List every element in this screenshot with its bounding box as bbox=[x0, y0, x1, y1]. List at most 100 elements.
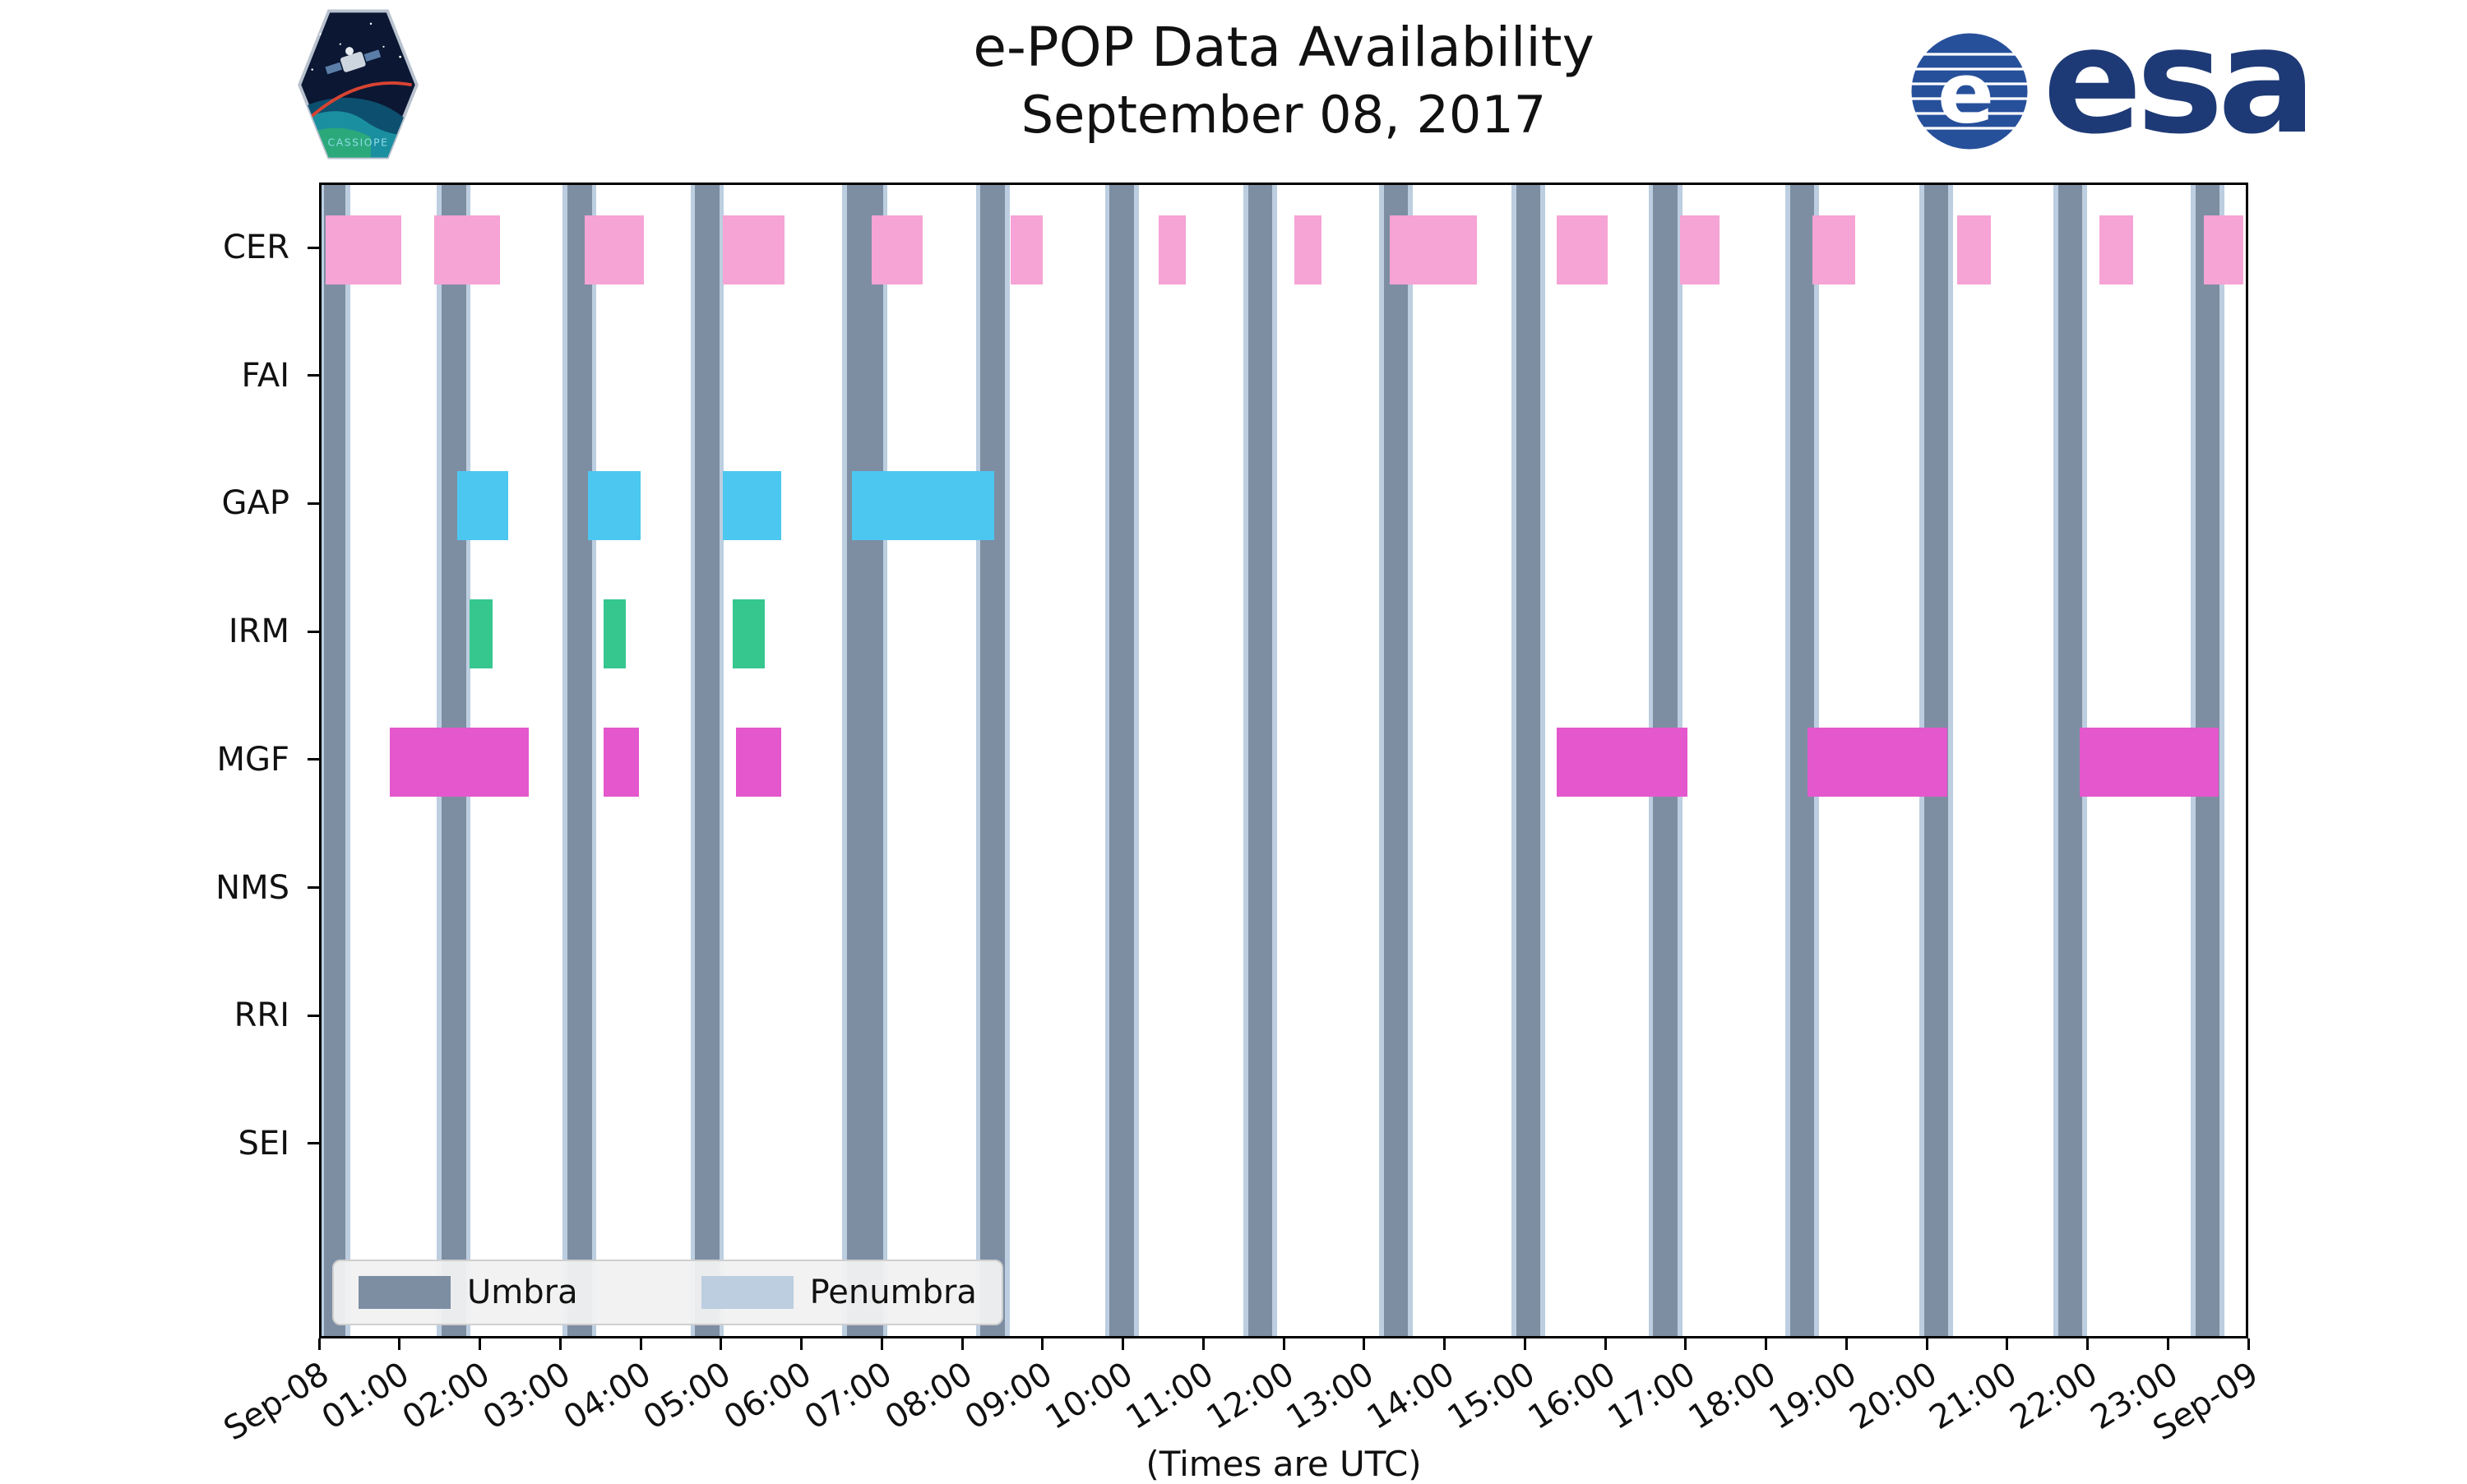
x-tick-mark bbox=[880, 1338, 883, 1350]
y-tick-mark bbox=[308, 758, 319, 761]
availability-bar-cer bbox=[1557, 215, 1608, 284]
x-tick-mark bbox=[479, 1338, 481, 1350]
availability-bar-gap bbox=[456, 471, 509, 541]
esa-wordmark: esa bbox=[2043, 0, 2317, 166]
esa-logo: e esa bbox=[1908, 8, 2317, 164]
availability-bar-gap bbox=[723, 471, 781, 541]
x-axis-label: 22:00 bbox=[2003, 1355, 2104, 1438]
umbra-band bbox=[2057, 185, 2083, 1336]
x-tick-mark bbox=[1604, 1338, 1607, 1350]
x-axis-label: 09:00 bbox=[958, 1355, 1060, 1438]
x-tick-mark bbox=[1282, 1338, 1285, 1350]
y-tick-mark bbox=[308, 630, 319, 633]
x-axis-label: 04:00 bbox=[557, 1355, 658, 1438]
y-tick-mark bbox=[308, 886, 319, 889]
x-tick-mark bbox=[1684, 1338, 1687, 1350]
legend-item-umbra: Umbra bbox=[359, 1274, 578, 1311]
umbra-band bbox=[1516, 185, 1540, 1336]
availability-bar-irm bbox=[604, 599, 627, 669]
y-axis-label-rri: RRI bbox=[234, 996, 289, 1035]
x-axis-label: 17:00 bbox=[1601, 1355, 1703, 1438]
availability-bar-mgf bbox=[1557, 727, 1688, 797]
x-tick-mark bbox=[2166, 1338, 2169, 1350]
y-axis-label-nms: NMS bbox=[215, 868, 289, 907]
x-tick-mark bbox=[1925, 1338, 1928, 1350]
availability-bar-cer bbox=[1679, 215, 1720, 284]
x-axis-label: 14:00 bbox=[1360, 1355, 1461, 1438]
x-tick-mark bbox=[317, 1338, 321, 1350]
availability-bar-mgf bbox=[2080, 727, 2219, 797]
availability-bar-cer bbox=[2099, 215, 2134, 284]
umbra-band bbox=[567, 185, 592, 1336]
x-axis-label: 01:00 bbox=[315, 1355, 417, 1438]
availability-bar-cer bbox=[1294, 215, 1321, 284]
title-block: e-POP Data Availability September 08, 20… bbox=[319, 13, 2248, 148]
x-tick-mark bbox=[1201, 1338, 1205, 1350]
x-axis-label: 13:00 bbox=[1280, 1355, 1382, 1438]
x-tick-mark bbox=[720, 1338, 723, 1350]
legend-label: Umbra bbox=[467, 1274, 578, 1311]
y-tick-mark bbox=[308, 374, 319, 377]
x-tick-mark bbox=[558, 1338, 562, 1350]
legend-swatch bbox=[701, 1276, 794, 1309]
y-axis-label-irm: IRM bbox=[228, 613, 289, 651]
svg-text:e: e bbox=[1937, 45, 1994, 143]
x-tick-mark bbox=[398, 1338, 401, 1350]
availability-bar-cer bbox=[325, 215, 402, 284]
x-tick-mark bbox=[2086, 1338, 2089, 1350]
x-axis-label: 18:00 bbox=[1682, 1355, 1783, 1438]
x-axis-label: 06:00 bbox=[717, 1355, 818, 1438]
x-tick-mark bbox=[2006, 1338, 2009, 1350]
y-tick-mark bbox=[308, 1014, 319, 1017]
availability-bar-cer bbox=[1158, 215, 1187, 284]
availability-bar-cer bbox=[871, 215, 923, 284]
orbit-arc bbox=[308, 81, 412, 120]
x-tick-mark bbox=[800, 1338, 803, 1350]
y-tick-mark bbox=[308, 502, 319, 505]
availability-bar-irm bbox=[470, 599, 493, 669]
availability-bar-cer bbox=[1389, 215, 1477, 284]
y-axis-label-mgf: MGF bbox=[216, 740, 289, 779]
legend: Umbra Penumbra bbox=[332, 1260, 1003, 1325]
availability-bar-mgf bbox=[604, 727, 640, 797]
x-tick-mark bbox=[1363, 1338, 1366, 1350]
availability-bar-cer bbox=[1010, 215, 1043, 284]
y-axis-label-gap: GAP bbox=[221, 484, 289, 523]
availability-bar-cer bbox=[433, 215, 501, 284]
availability-bar-gap bbox=[852, 471, 994, 541]
umbra-band bbox=[695, 185, 720, 1336]
cassiope-patch-icon: CASSIOPE bbox=[298, 9, 419, 159]
x-tick-mark bbox=[1041, 1338, 1044, 1350]
umbra-band bbox=[1248, 185, 1273, 1336]
umbra-band bbox=[1383, 185, 1409, 1336]
y-axis-label-fai: FAI bbox=[241, 356, 290, 395]
x-axis-label: 15:00 bbox=[1441, 1355, 1542, 1438]
x-tick-mark bbox=[960, 1338, 964, 1350]
x-axis-label: 10:00 bbox=[1039, 1355, 1140, 1438]
umbra-band bbox=[1109, 185, 1134, 1336]
chart-subtitle: September 08, 2017 bbox=[1021, 85, 1547, 146]
cassiope-patch-text: CASSIOPE bbox=[328, 136, 389, 149]
x-axis-label: 19:00 bbox=[1762, 1355, 1863, 1438]
x-axis-label: 07:00 bbox=[798, 1355, 899, 1438]
x-axis-label: Sep-08 bbox=[217, 1355, 336, 1449]
umbra-band bbox=[980, 185, 1005, 1336]
x-axis-label: 20:00 bbox=[1843, 1355, 1944, 1438]
legend-swatch bbox=[359, 1276, 451, 1309]
x-axis-label: 12:00 bbox=[1200, 1355, 1301, 1438]
x-axis-label: 11:00 bbox=[1119, 1355, 1220, 1438]
legend-label: Penumbra bbox=[809, 1274, 977, 1311]
esa-emblem-icon: e bbox=[1911, 33, 2028, 150]
x-axis-caption: (Times are UTC) bbox=[1146, 1444, 1422, 1484]
satellite-icon bbox=[325, 47, 382, 75]
x-tick-mark bbox=[2247, 1338, 2250, 1350]
y-axis-label-cer: CER bbox=[223, 229, 289, 266]
availability-bar-mgf bbox=[1807, 727, 1948, 797]
umbra-band bbox=[846, 185, 883, 1336]
x-tick-mark bbox=[1765, 1338, 1767, 1350]
y-axis-label-sei: SEI bbox=[238, 1124, 289, 1163]
umbra-band bbox=[323, 185, 346, 1336]
plot-area bbox=[319, 183, 2248, 1338]
availability-bar-mgf bbox=[389, 727, 529, 797]
